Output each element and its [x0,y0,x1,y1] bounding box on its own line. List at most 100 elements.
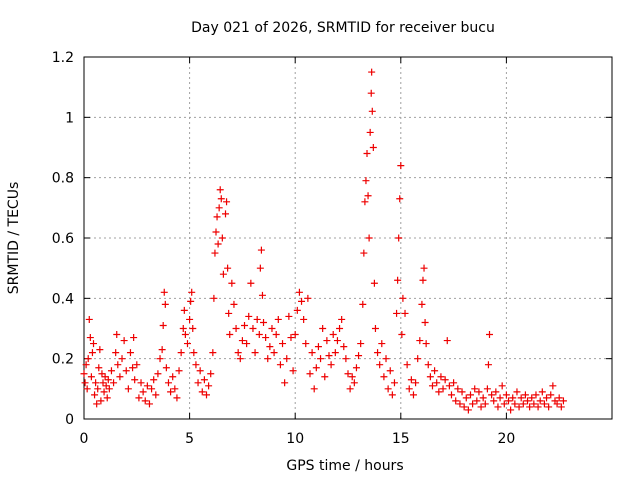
data-point [102,382,110,390]
data-point [394,276,402,284]
data-point [209,349,217,357]
data-point [323,337,331,345]
data-point [421,318,429,326]
data-point [532,391,540,399]
data-point [302,340,310,348]
data-point [169,373,177,381]
data-point [216,186,224,194]
data-point [156,355,164,363]
data-point [382,355,390,363]
data-point [540,400,548,408]
data-point [530,400,538,408]
data-point [437,373,445,381]
data-point [202,391,210,399]
data-point [164,379,172,387]
data-point [139,388,147,396]
data-point [118,355,126,363]
data-point [308,349,316,357]
data-point [340,343,348,351]
data-point [329,331,337,339]
data-point [180,306,188,314]
data-point [114,361,122,369]
data-point [443,337,451,345]
data-point [543,394,551,402]
data-point [93,400,101,408]
data-point [357,340,365,348]
data-point [188,288,196,296]
data-point [177,349,185,357]
data-point [112,349,120,357]
data-point [266,343,274,351]
data-point [399,294,407,302]
data-point [538,388,546,396]
data-point [152,391,160,399]
y-axis-label: SRMTID / TECUs [6,182,22,295]
data-point [183,340,191,348]
data-point [477,403,485,411]
data-point [336,325,344,332]
data-point [245,312,253,320]
data-point [107,367,115,375]
data-point [352,364,360,372]
data-point [120,337,128,345]
data-point [133,361,141,369]
data-point [524,397,532,405]
data-point [211,249,219,257]
data-point [225,309,233,317]
data-point [276,361,284,369]
x-tick-label: 15 [392,431,410,447]
data-point [181,331,189,339]
data-point [306,370,314,378]
data-point [388,391,396,399]
data-point [384,385,392,393]
data-point [458,388,466,396]
data-point [483,385,491,393]
data-point [145,400,153,408]
data-point [198,388,206,396]
data-point [505,397,513,405]
data-point [186,315,194,323]
data-point [365,234,373,242]
data-point [232,325,240,332]
data-point [205,382,213,390]
data-point [234,349,242,357]
data-point [374,349,382,357]
data-point [257,246,265,254]
data-point [471,385,479,393]
data-point [167,388,175,396]
data-point [507,406,515,414]
data-point [159,321,167,329]
data-point [393,309,401,317]
data-point [368,107,376,115]
data-point [420,264,428,272]
data-point [363,150,371,158]
data-point [327,361,335,369]
data-point [481,400,489,408]
data-point [219,270,227,278]
data-point [371,325,379,332]
data-point [99,379,107,387]
y-tick-label: 0 [65,412,74,428]
data-point [190,349,198,357]
data-point [116,373,124,381]
y-tick-label: 0.4 [52,291,74,307]
data-point [304,294,312,302]
data-point [536,397,544,405]
data-point [214,240,222,248]
data-point [473,397,481,405]
data-point [264,355,272,363]
data-point [175,367,183,375]
data-point [179,325,187,332]
data-point [359,300,367,308]
data-point [213,213,221,221]
data-point [416,337,424,345]
data-point [380,373,388,381]
data-point [314,343,322,351]
data-point [370,279,378,287]
data-point [310,385,318,393]
x-tick-label: 10 [286,431,304,447]
data-point [160,288,168,296]
data-point [312,364,320,372]
data-point [346,385,354,393]
data-point [433,379,441,387]
